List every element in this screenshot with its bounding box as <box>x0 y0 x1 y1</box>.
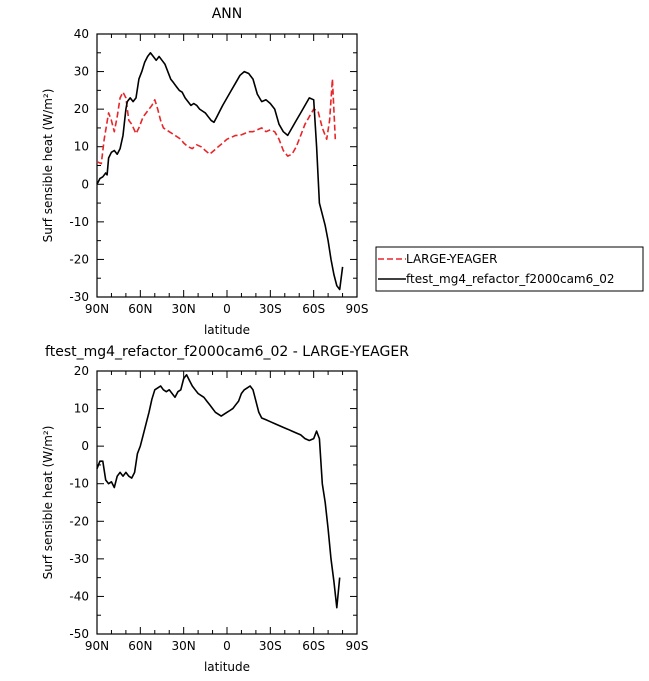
series-line-1 <box>96 78 337 165</box>
x-tick-label: 30N <box>172 302 196 316</box>
legend-box <box>375 246 644 292</box>
legend-label: LARGE-YEAGER <box>406 252 497 266</box>
y-tick-label: -30 <box>69 552 89 566</box>
x-axis-title: latitude <box>204 323 250 337</box>
x-tick-label: 90N <box>85 639 109 653</box>
y-tick-label: -40 <box>69 589 89 603</box>
y-axis-title: Surf sensible heat (W/m²) <box>41 426 55 580</box>
chart-title: ftest_mg4_refactor_f2000cam6_02 - LARGE-… <box>45 344 409 360</box>
x-tick-label: 0 <box>223 639 231 653</box>
legend: LARGE-YEAGER ftest_mg4_refactor_f2000cam6… <box>375 246 644 292</box>
y-tick-label: -30 <box>69 290 89 304</box>
x-tick-label: 90S <box>346 639 369 653</box>
y-tick-label: 0 <box>81 439 89 453</box>
plot-frame <box>96 370 358 635</box>
chart-title: ANN <box>212 6 243 22</box>
x-tick-label: 0 <box>223 302 231 316</box>
y-tick-label: 20 <box>74 364 89 378</box>
y-axis-title: Surf sensible heat (W/m²) <box>41 89 55 243</box>
y-tick-label: 20 <box>74 102 89 116</box>
x-tick-label: 90N <box>85 302 109 316</box>
y-tick-label: 40 <box>74 27 89 41</box>
chart-panel-2: ftest_mg4_refactor_f2000cam6_02 - LARGE-… <box>41 344 409 674</box>
x-tick-label: 60S <box>302 639 325 653</box>
x-tick-label: 60N <box>128 302 152 316</box>
x-tick-label: 30N <box>172 639 196 653</box>
chart-panel-1: ANN 90N 60N 30N 0 30S 60S 90S -30 -20 -10 0 10 20 30 40… <box>41 6 644 337</box>
y-tick-label: -50 <box>69 627 89 641</box>
y-tick-label: -10 <box>69 477 89 491</box>
x-axis-title: latitude <box>204 660 250 674</box>
x-tick-label: 30S <box>259 302 282 316</box>
x-tick-label: 60N <box>128 639 152 653</box>
x-tick-label: 90S <box>346 302 369 316</box>
y-tick-label: -20 <box>69 252 89 266</box>
legend-label: ftest_mg4_refactor_f2000cam6_02 <box>406 272 615 286</box>
x-tick-label: 60S <box>302 302 325 316</box>
series-line-1 <box>96 374 341 609</box>
y-tick-label: 0 <box>81 177 89 191</box>
y-tick-label: 10 <box>74 402 89 416</box>
y-tick-label: -10 <box>69 215 89 229</box>
y-tick-label: 30 <box>74 65 89 79</box>
y-tick-label: 10 <box>74 140 89 154</box>
series-line-2 <box>96 52 344 291</box>
y-tick-label: -20 <box>69 514 89 528</box>
x-tick-label: 30S <box>259 639 282 653</box>
